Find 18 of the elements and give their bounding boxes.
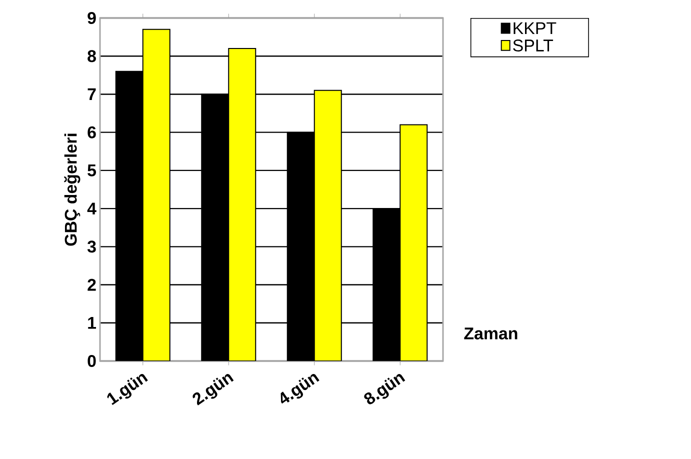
bar [228,48,256,361]
bar [314,90,342,361]
y-tick-label: 1 [88,317,96,329]
y-tick-label: 4 [87,202,96,214]
y-tick-label: 6 [88,126,96,138]
bar [142,28,170,361]
y-tick-label: 8 [88,50,96,62]
bar [400,124,428,361]
x-axis-title: Zaman [464,328,518,340]
y-tick-label: 5 [88,164,96,176]
y-tick-label: 3 [87,240,96,253]
y-axis-title: GBÇ değerleri [64,134,80,246]
y-tick-label: 9 [88,12,96,24]
y-tick-label: 7 [88,88,96,100]
legend-label: SPLT [513,40,554,52]
y-tick-label: 2 [88,278,96,291]
legend-label: KKPT [514,22,556,34]
y-tick-label: 0 [88,355,96,367]
